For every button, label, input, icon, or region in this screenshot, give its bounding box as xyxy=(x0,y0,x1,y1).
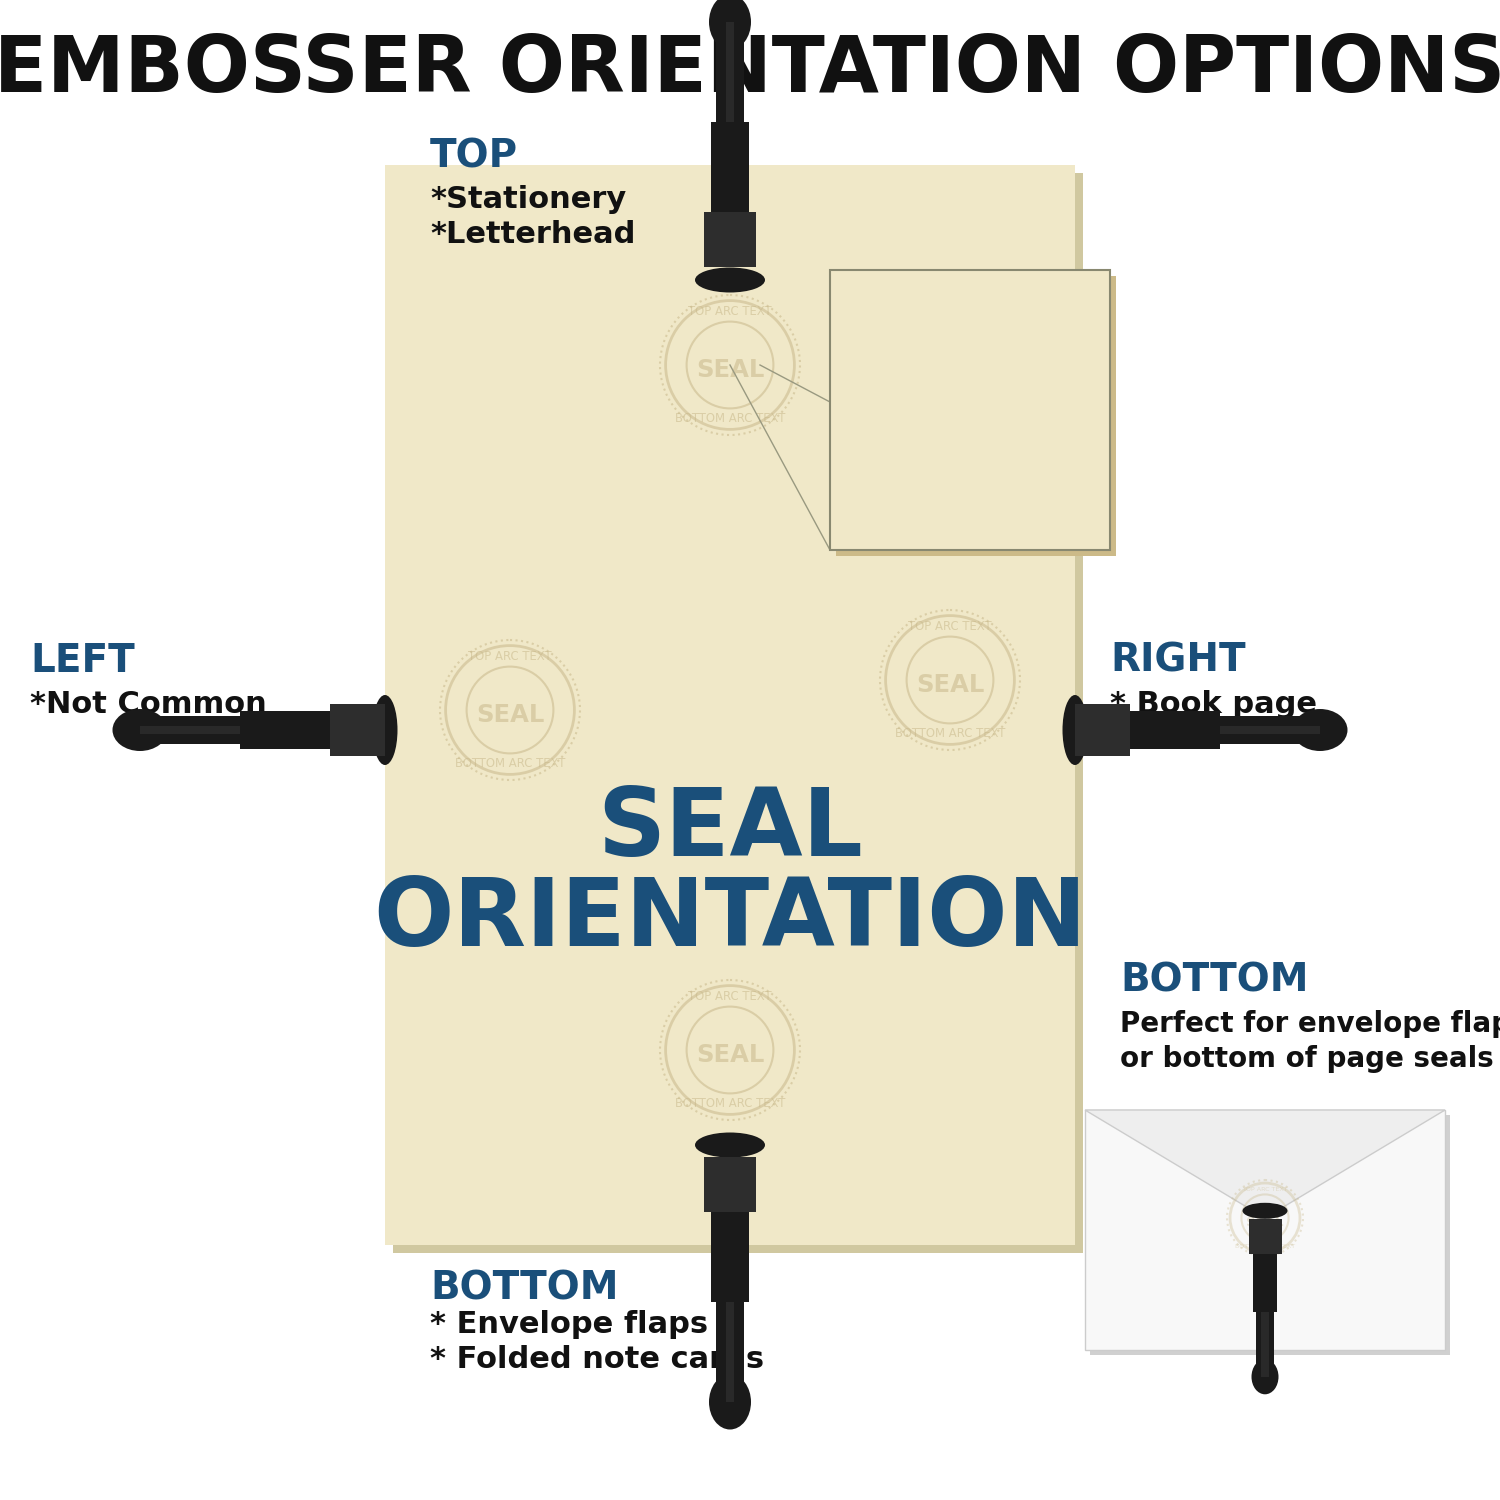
Bar xyxy=(830,270,1110,550)
Text: * Envelope flaps: * Envelope flaps xyxy=(430,1310,708,1340)
Bar xyxy=(1090,1114,1450,1354)
Text: BOTTOM: BOTTOM xyxy=(430,1270,618,1308)
Bar xyxy=(1220,726,1320,734)
Bar xyxy=(1250,1220,1282,1254)
Polygon shape xyxy=(1084,1110,1444,1218)
Bar xyxy=(330,704,386,756)
Text: Perfect for envelope flaps: Perfect for envelope flaps xyxy=(1120,1010,1500,1038)
Text: BOTTOM: BOTTOM xyxy=(1120,962,1308,1000)
Ellipse shape xyxy=(694,1132,765,1158)
Text: SEAL: SEAL xyxy=(1246,1216,1284,1230)
Bar xyxy=(140,726,240,734)
Bar xyxy=(711,122,748,211)
Ellipse shape xyxy=(372,694,398,765)
Text: BOTTOM ARC TEXT: BOTTOM ARC TEXT xyxy=(1234,1245,1294,1250)
Text: or bottom of page seals: or bottom of page seals xyxy=(1120,1046,1494,1072)
Text: BOTTOM ARC TEXT: BOTTOM ARC TEXT xyxy=(454,756,566,770)
Ellipse shape xyxy=(1251,1359,1278,1395)
Text: *Not Common: *Not Common xyxy=(30,690,267,718)
Bar xyxy=(393,172,1083,1252)
Text: TOP ARC TEXT: TOP ARC TEXT xyxy=(688,306,772,318)
Bar xyxy=(1076,704,1130,756)
Bar xyxy=(704,211,756,267)
Bar xyxy=(1256,1312,1274,1377)
Bar xyxy=(704,1156,756,1212)
Text: RIGHT: RIGHT xyxy=(1110,642,1245,680)
Text: TOP: TOP xyxy=(430,136,518,176)
Bar xyxy=(1220,716,1320,744)
Text: TOP ARC TEXT: TOP ARC TEXT xyxy=(908,621,992,633)
Text: TOP ARC TEXT: TOP ARC TEXT xyxy=(908,321,1034,339)
Bar xyxy=(1262,1312,1269,1377)
Text: *Stationery: *Stationery xyxy=(430,184,627,214)
Ellipse shape xyxy=(1062,694,1088,765)
Text: *Letterhead: *Letterhead xyxy=(430,220,636,249)
Bar xyxy=(1084,1110,1444,1350)
Ellipse shape xyxy=(710,1374,752,1430)
Text: * Book page: * Book page xyxy=(1110,690,1317,718)
Text: SEAL: SEAL xyxy=(597,784,862,876)
Ellipse shape xyxy=(710,0,752,50)
Bar xyxy=(726,1302,734,1402)
Text: LEFT: LEFT xyxy=(30,642,135,680)
Ellipse shape xyxy=(694,267,765,292)
Ellipse shape xyxy=(1242,1203,1287,1219)
Text: SEAL: SEAL xyxy=(476,704,544,728)
Text: BOTTOM ARC TEXT: BOTTOM ARC TEXT xyxy=(675,1096,784,1110)
Ellipse shape xyxy=(112,710,168,752)
Bar xyxy=(716,1302,744,1402)
Bar xyxy=(711,1212,748,1302)
Bar xyxy=(726,22,734,122)
Text: SEAL: SEAL xyxy=(696,358,764,382)
Bar xyxy=(140,716,240,744)
Text: ORIENTATION: ORIENTATION xyxy=(374,874,1086,966)
Text: TOP ARC TEXT: TOP ARC TEXT xyxy=(1242,1186,1287,1191)
Text: BOTTOM ARC TEXT: BOTTOM ARC TEXT xyxy=(675,411,784,424)
Text: SEAL: SEAL xyxy=(696,1042,764,1066)
Bar xyxy=(240,711,330,748)
Bar xyxy=(1130,711,1220,748)
Text: SEAL: SEAL xyxy=(918,398,1022,432)
Bar xyxy=(386,165,1076,1245)
Text: BOTTOM ARC TEXT: BOTTOM ARC TEXT xyxy=(886,482,1053,500)
Text: TOP ARC TEXT: TOP ARC TEXT xyxy=(688,990,772,1004)
Text: BOTTOM ARC TEXT: BOTTOM ARC TEXT xyxy=(896,726,1005,740)
Bar xyxy=(1252,1254,1276,1312)
Bar xyxy=(836,276,1116,556)
Ellipse shape xyxy=(1293,710,1347,752)
Bar xyxy=(716,22,744,122)
Bar xyxy=(1084,1110,1444,1350)
Text: SEAL: SEAL xyxy=(916,674,984,698)
Text: * Folded note cards: * Folded note cards xyxy=(430,1346,764,1374)
Text: EMBOSSER ORIENTATION OPTIONS: EMBOSSER ORIENTATION OPTIONS xyxy=(0,32,1500,108)
Bar xyxy=(830,270,1110,550)
Text: TOP ARC TEXT: TOP ARC TEXT xyxy=(468,651,552,663)
